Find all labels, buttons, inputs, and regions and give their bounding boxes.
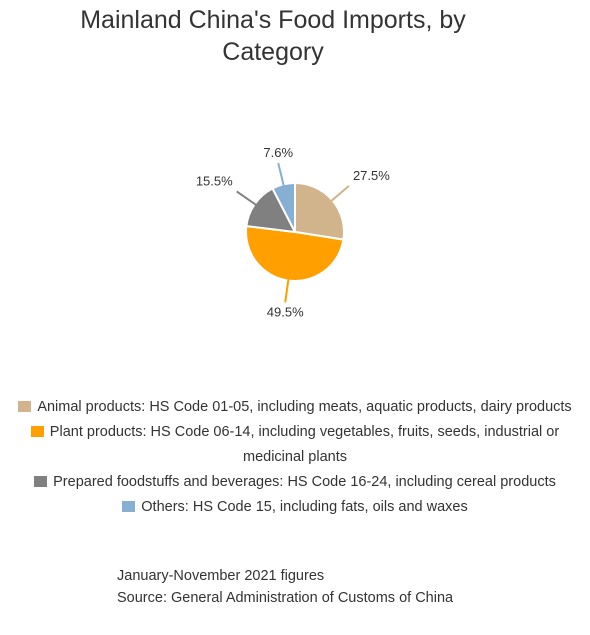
data-label-animal-products: 27.5% bbox=[353, 168, 390, 183]
data-label-others: 7.6% bbox=[263, 145, 293, 160]
legend-label-prepared-foodstuffs: Prepared foodstuffs and beverages: HS Co… bbox=[53, 474, 556, 490]
data-label-prepared-foodstuffs: 15.5% bbox=[196, 173, 233, 188]
leader-line-animal-products bbox=[330, 185, 350, 203]
legend: Animal products: HS Code 01-05, includin… bbox=[0, 395, 590, 520]
legend-label-animal-products: Animal products: HS Code 01-05, includin… bbox=[37, 399, 572, 415]
leader-line-plant-products bbox=[284, 278, 290, 303]
legend-swatch-plant-products bbox=[30, 426, 44, 437]
leader-line-others bbox=[277, 162, 285, 187]
data-label-plant-products: 49.5% bbox=[267, 304, 304, 319]
legend-swatch-others bbox=[122, 501, 136, 512]
leader-line-prepared-foodstuffs bbox=[236, 190, 257, 207]
period-note: January-November 2021 figures bbox=[117, 568, 325, 584]
legend-item-others[interactable]: Others: HS Code 15, including fats, oils… bbox=[0, 495, 590, 520]
chart-footer: January-November 2021 figures Source: Ge… bbox=[117, 565, 453, 609]
legend-label-others: Others: HS Code 15, including fats, oils… bbox=[141, 499, 468, 515]
legend-swatch-animal-products bbox=[18, 401, 32, 412]
legend-item-prepared-foodstuffs[interactable]: Prepared foodstuffs and beverages: HS Co… bbox=[0, 470, 590, 495]
chart-title-line-1: Mainland China's Food Imports, by bbox=[80, 6, 466, 34]
legend-label-plant-products: Plant products: HS Code 06-14, including… bbox=[49, 424, 560, 465]
legend-item-plant-products[interactable]: Plant products: HS Code 06-14, including… bbox=[0, 420, 590, 470]
pie-chart: 27.5% 49.5% 15.5% 7.6% bbox=[196, 145, 390, 319]
legend-item-animal-products[interactable]: Animal products: HS Code 01-05, includin… bbox=[0, 395, 590, 420]
chart-title: Mainland China's Food Imports, by Catego… bbox=[0, 4, 546, 68]
pie-slice-animal-products[interactable] bbox=[294, 181, 345, 241]
source-note: Source: General Administration of Custom… bbox=[117, 590, 454, 606]
chart-title-line-2: Category bbox=[222, 38, 324, 66]
legend-swatch-prepared-foodstuffs bbox=[34, 476, 48, 487]
